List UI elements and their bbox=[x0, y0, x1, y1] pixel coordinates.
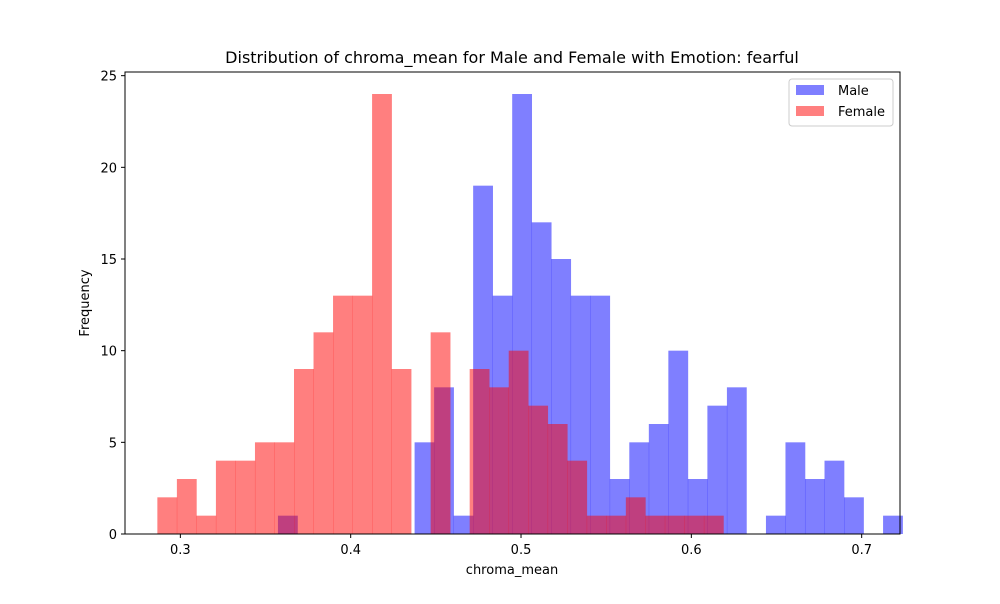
bar-female-8 bbox=[313, 332, 334, 534]
bar-female-17 bbox=[489, 387, 510, 534]
bar-female-3 bbox=[215, 460, 236, 534]
x-tick-label-1: 0.4 bbox=[340, 543, 361, 558]
chart-title: Distribution of chroma_mean for Male and… bbox=[225, 48, 799, 68]
bar-female-19 bbox=[528, 405, 549, 534]
bar-female-11 bbox=[372, 94, 392, 534]
bar-female-16 bbox=[469, 369, 490, 534]
y-tick-label-0: 0 bbox=[109, 528, 117, 543]
bar-female-22 bbox=[586, 515, 607, 534]
y-tick-label-2: 10 bbox=[100, 345, 117, 360]
bar-female-26 bbox=[664, 515, 685, 534]
x-tick-label-0: 0.3 bbox=[170, 543, 191, 558]
axes-frame bbox=[124, 71, 901, 535]
bar-female-21 bbox=[567, 460, 588, 534]
bar-male-23 bbox=[726, 387, 747, 534]
bar-male-25 bbox=[765, 515, 786, 534]
y-axis-label: Frequency bbox=[78, 269, 93, 336]
legend-swatch-female bbox=[796, 106, 824, 116]
bar-female-23 bbox=[606, 515, 627, 534]
bar-female-25 bbox=[645, 515, 666, 534]
bar-female-2 bbox=[196, 515, 217, 534]
bar-female-18 bbox=[508, 350, 529, 534]
x-ticks: 0.3 0.4 0.5 0.6 0.7 bbox=[170, 534, 872, 558]
bar-female-28 bbox=[703, 515, 724, 534]
y-tick-label-1: 5 bbox=[109, 436, 117, 451]
legend: Male Female bbox=[788, 78, 894, 127]
legend-label-female: Female bbox=[838, 105, 885, 120]
bar-male-27 bbox=[804, 479, 825, 534]
x-tick-label-3: 0.6 bbox=[681, 543, 702, 558]
y-tick-label-5: 25 bbox=[100, 70, 117, 85]
y-tick-label-3: 15 bbox=[100, 253, 117, 268]
bar-female-7 bbox=[294, 369, 314, 534]
bar-female-6 bbox=[274, 442, 295, 534]
bars-layer bbox=[157, 94, 903, 535]
y-tick-label-4: 20 bbox=[100, 161, 117, 176]
bar-male-26 bbox=[785, 442, 806, 534]
bar-male-19 bbox=[648, 424, 669, 534]
bar-male-22 bbox=[707, 405, 728, 534]
bar-female-20 bbox=[547, 424, 568, 534]
bar-female-10 bbox=[352, 295, 373, 534]
bar-female-5 bbox=[254, 442, 275, 534]
bar-male-16 bbox=[590, 295, 611, 534]
bar-male-31 bbox=[883, 515, 903, 534]
bar-female-0 bbox=[157, 497, 178, 534]
bar-female-9 bbox=[333, 295, 353, 534]
bar-female-27 bbox=[684, 515, 705, 534]
bar-male-9 bbox=[453, 515, 474, 534]
y-ticks: 0 5 10 15 20 25 bbox=[100, 70, 125, 543]
bar-female-12 bbox=[391, 369, 412, 534]
bar-male-7 bbox=[414, 442, 435, 534]
bar-male-20 bbox=[668, 350, 689, 534]
x-tick-label-4: 0.7 bbox=[851, 543, 872, 558]
bar-female-4 bbox=[235, 460, 256, 534]
bar-male-28 bbox=[824, 460, 845, 534]
legend-label-male: Male bbox=[838, 84, 869, 99]
bar-female-14 bbox=[430, 332, 451, 534]
x-tick-label-2: 0.5 bbox=[511, 543, 532, 558]
bar-female-1 bbox=[176, 479, 197, 534]
bar-female-24 bbox=[625, 497, 646, 534]
bar-male-29 bbox=[844, 497, 864, 534]
legend-swatch-male bbox=[796, 85, 824, 95]
x-axis-label: chroma_mean bbox=[466, 563, 558, 578]
